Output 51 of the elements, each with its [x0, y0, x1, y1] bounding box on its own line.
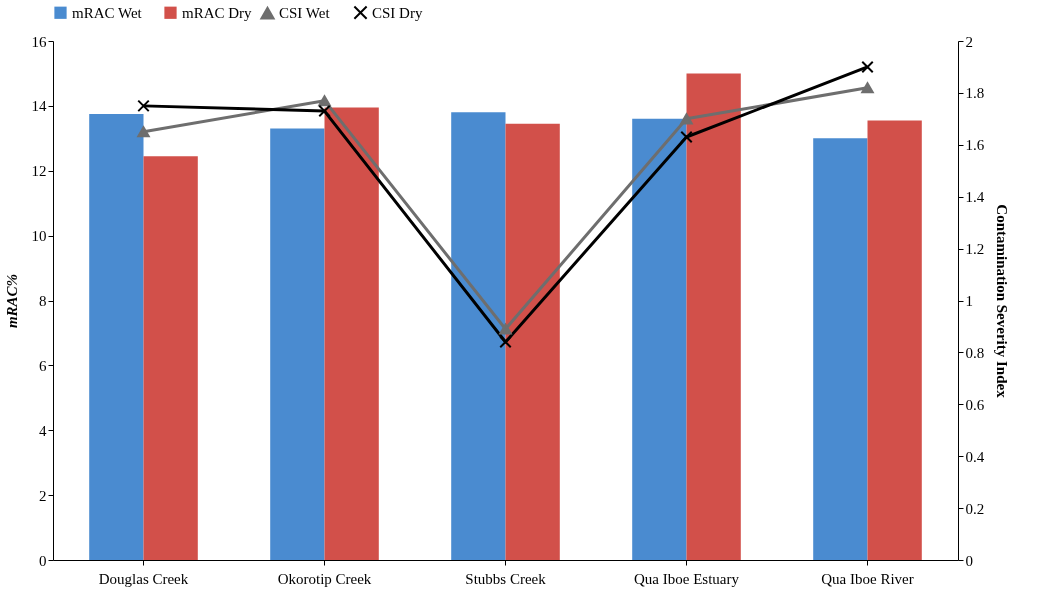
- point: [680, 113, 693, 125]
- y-axis-title: mRAC%: [3, 273, 20, 329]
- y-tick-label: 14: [31, 98, 47, 115]
- point: [318, 104, 331, 118]
- point: [861, 60, 874, 74]
- y2-axis-title: Contamination Severity Index: [994, 204, 1011, 399]
- y2-tick-label: 1.8: [965, 85, 985, 102]
- y2-tick-label: 0: [965, 552, 973, 569]
- y2-tick-label: 0.8: [965, 344, 985, 361]
- bar: [270, 128, 325, 560]
- bar: [89, 113, 144, 560]
- x-tick-label: Qua Iboe River: [821, 570, 914, 587]
- point: [137, 126, 150, 138]
- y2-tick-label: 1.4: [965, 189, 985, 206]
- x-tick-label: Qua Iboe Estuary: [634, 570, 740, 587]
- x-tick-label: Okorotip Creek: [277, 570, 372, 587]
- y2-tick-label: 1: [965, 293, 973, 309]
- y-tick-label: 4: [39, 422, 47, 439]
- bar: [143, 156, 198, 560]
- point: [861, 82, 874, 94]
- point: [499, 335, 512, 349]
- y-tick-label: 0: [39, 552, 47, 569]
- y2-tick-label: 2: [965, 33, 973, 50]
- legend-label: mRAC Wet: [72, 4, 143, 21]
- x-tick-label: Stubbs Creek: [465, 570, 547, 587]
- point: [499, 323, 512, 335]
- bar: [813, 138, 868, 560]
- y-tick-label: 10: [31, 228, 47, 245]
- bar: [505, 123, 560, 560]
- y-tick-label: 16: [31, 33, 47, 50]
- legend-label: CSI Dry: [372, 4, 423, 21]
- y2-tick-label: 1.2: [965, 241, 985, 258]
- y-tick-label: 12: [31, 163, 47, 180]
- bar: [686, 73, 741, 560]
- point: [137, 99, 150, 113]
- point: [680, 130, 693, 144]
- point: [318, 95, 331, 107]
- bar: [324, 107, 379, 560]
- y-tick-label: 8: [39, 293, 47, 309]
- bar: [867, 120, 922, 560]
- bar: [632, 118, 687, 560]
- y2-tick-label: 0.4: [965, 448, 985, 465]
- y2-tick-label: 0.6: [965, 396, 985, 413]
- x-tick-label: Douglas Creek: [98, 570, 189, 587]
- legend-label: CSI Wet: [279, 5, 331, 22]
- y2-tick-label: 0.2: [965, 500, 985, 517]
- y-tick-label: 6: [39, 357, 47, 374]
- y-tick-label: 2: [39, 487, 47, 504]
- bar: [451, 112, 506, 560]
- legend-label: mRAC Dry: [182, 4, 253, 21]
- y2-tick-label: 1.6: [965, 137, 985, 154]
